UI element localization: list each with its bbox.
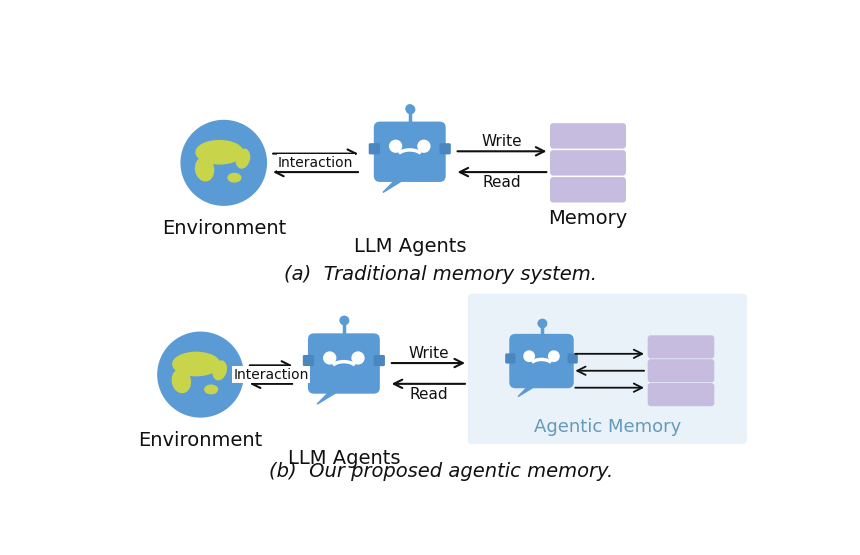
Polygon shape [383,174,413,193]
FancyBboxPatch shape [648,359,715,382]
FancyBboxPatch shape [373,355,385,366]
FancyBboxPatch shape [369,143,380,154]
FancyBboxPatch shape [550,150,626,175]
Text: Agentic Memory: Agentic Memory [534,418,681,436]
Ellipse shape [228,173,241,182]
FancyBboxPatch shape [308,334,380,393]
Ellipse shape [237,149,249,168]
Circle shape [418,140,430,152]
FancyBboxPatch shape [468,294,746,444]
Text: Memory: Memory [549,209,628,228]
FancyBboxPatch shape [303,355,314,366]
FancyBboxPatch shape [509,334,574,388]
Text: LLM Agents: LLM Agents [287,448,400,467]
Text: Read: Read [482,175,521,190]
Ellipse shape [173,352,219,376]
Polygon shape [317,386,347,404]
FancyBboxPatch shape [648,335,715,359]
Circle shape [406,105,414,112]
Circle shape [390,140,402,152]
Circle shape [341,316,347,324]
Ellipse shape [195,158,213,181]
FancyBboxPatch shape [648,383,715,406]
Circle shape [524,351,534,361]
Circle shape [323,352,335,364]
Text: Read: Read [409,387,448,402]
Ellipse shape [196,140,243,164]
Text: Environment: Environment [162,219,286,238]
FancyBboxPatch shape [439,143,451,154]
Circle shape [549,351,559,361]
Ellipse shape [213,361,226,380]
Text: LLM Agents: LLM Agents [353,237,466,256]
FancyBboxPatch shape [568,354,578,364]
Ellipse shape [172,370,190,392]
Circle shape [538,320,544,326]
Circle shape [181,120,267,205]
Text: Interaction: Interaction [278,156,353,170]
Circle shape [158,332,243,417]
Circle shape [352,352,364,364]
FancyBboxPatch shape [550,177,626,203]
Text: (a)  Traditional memory system.: (a) Traditional memory system. [285,265,597,284]
Text: (b)  Our proposed agentic memory.: (b) Our proposed agentic memory. [268,462,613,481]
FancyBboxPatch shape [374,122,445,182]
Text: Write: Write [408,346,449,361]
Ellipse shape [205,385,218,393]
Text: Environment: Environment [138,431,262,450]
FancyBboxPatch shape [550,123,626,149]
FancyBboxPatch shape [505,354,515,364]
Polygon shape [518,381,544,397]
Text: Interaction: Interaction [233,367,309,382]
Text: Write: Write [482,134,522,149]
